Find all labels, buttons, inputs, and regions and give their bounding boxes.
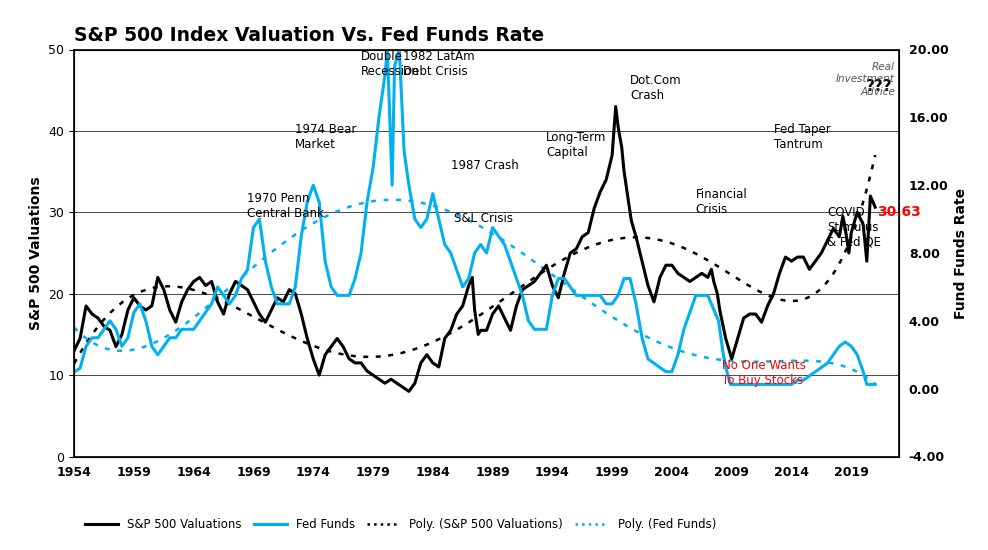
Text: 1970 Penn
Central Bank: 1970 Penn Central Bank (247, 192, 324, 221)
Text: 1974 Bear
Market: 1974 Bear Market (295, 123, 357, 151)
Text: Double
Recession: Double Recession (361, 50, 420, 78)
Y-axis label: S&P 500 Valuations: S&P 500 Valuations (29, 176, 42, 330)
Text: Long-Term
Capital: Long-Term Capital (546, 131, 607, 159)
Text: Financial
Crisis: Financial Crisis (696, 188, 748, 216)
Text: No One Wants
To Buy Stocks: No One Wants To Buy Stocks (722, 359, 806, 387)
Text: 1987 Crash: 1987 Crash (451, 158, 519, 172)
Text: S&P 500 Index Valuation Vs. Fed Funds Rate: S&P 500 Index Valuation Vs. Fed Funds Ra… (74, 26, 544, 45)
Text: 30.63: 30.63 (877, 205, 921, 219)
Legend: S&P 500 Valuations, Fed Funds, Poly. (S&P 500 Valuations), Poly. (Fed Funds): S&P 500 Valuations, Fed Funds, Poly. (S&… (80, 514, 720, 536)
Y-axis label: Fund Funds Rate: Fund Funds Rate (954, 188, 968, 318)
Text: Fed Taper
Tantrum: Fed Taper Tantrum (774, 123, 830, 151)
Text: Dot.Com
Crash: Dot.Com Crash (630, 74, 682, 102)
Text: 1982 LatAm
Debt Crisis: 1982 LatAm Debt Crisis (403, 50, 474, 78)
Text: Real
Investment
Advice: Real Investment Advice (836, 62, 895, 96)
Text: S&L Crisis: S&L Crisis (454, 212, 514, 224)
Text: COVID
Stimulus
& Fed QE: COVID Stimulus & Fed QE (827, 206, 881, 249)
Text: ???: ??? (865, 79, 892, 94)
